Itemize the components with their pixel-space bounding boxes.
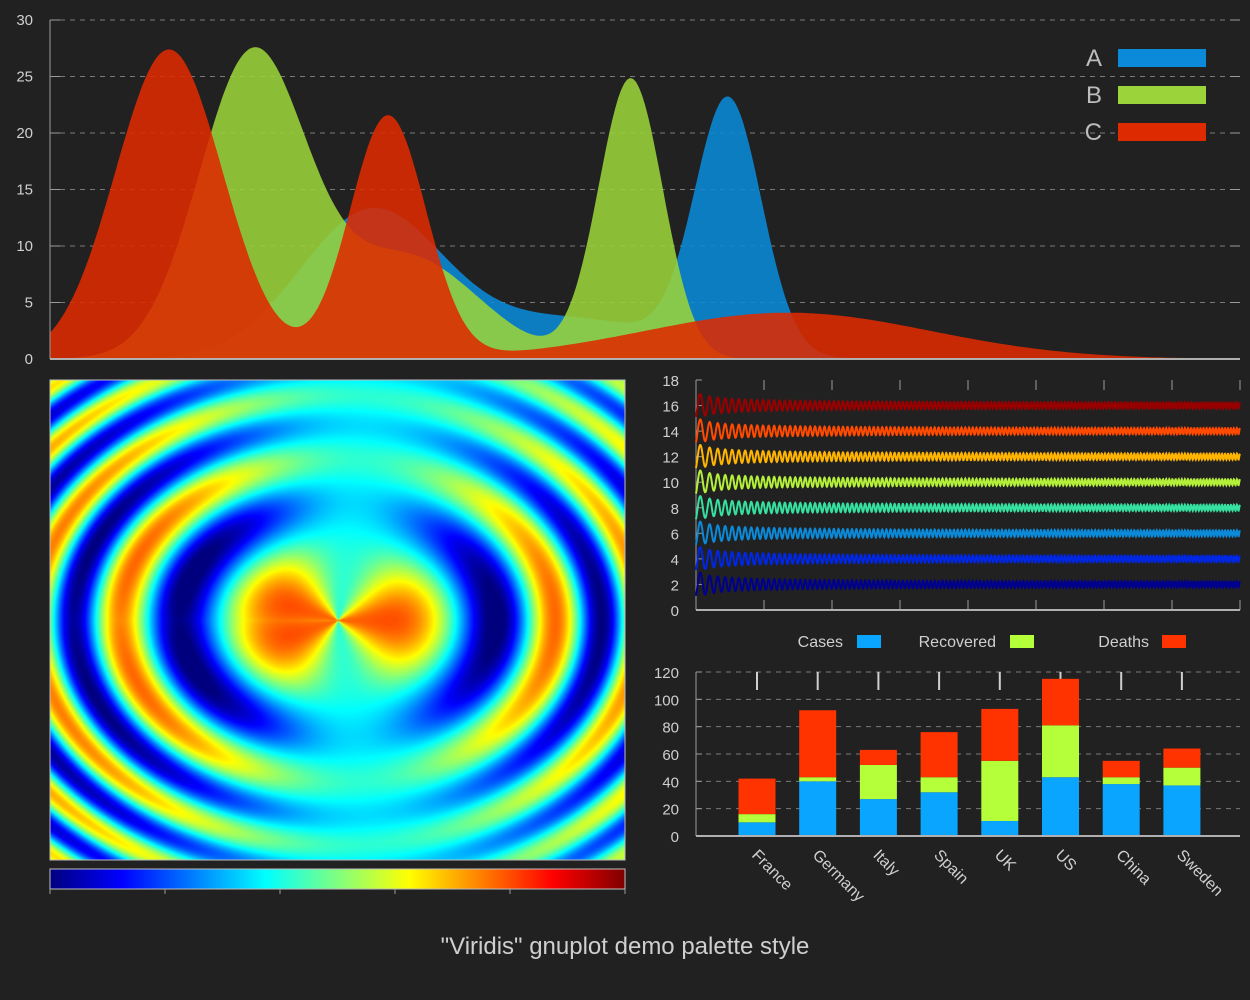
stacked-bar-chart: Cases Recovered Deaths 0 20 40 60 80 100 120 Franc… [654,634,1240,905]
bar-category-label: Sweden [1173,847,1226,900]
legend-swatch-C [1118,123,1206,141]
area-chart: 0 5 10 15 20 25 30 ABC [16,12,1240,368]
wave-series-line [695,520,1241,545]
wave-y-tick-label: 2 [671,577,679,594]
bar-recovered [920,777,958,793]
bar-category-label: China [1112,847,1154,889]
bar-recovered [1102,777,1140,785]
bar-deaths [1163,748,1201,768]
bar-legend-swatch-recovered [1010,635,1034,648]
area-y-tick-label: 20 [16,125,33,142]
legend-swatch-B [1118,86,1206,104]
bar-legend-swatch-deaths [1162,635,1186,648]
heatmap-image [50,380,625,860]
bar-category-label: Germany [809,847,868,906]
bar-cases [920,792,958,836]
bar-category-label: US [1052,847,1080,875]
bar-y-tick-label: 100 [654,692,679,709]
bar-y-tick-label: 120 [654,665,679,682]
wave-series-line [695,571,1241,596]
bar-y-tick-label: 40 [662,774,679,791]
area-y-tick-label: 5 [25,295,33,312]
bar-recovered [859,764,897,800]
wave-series-line [695,418,1241,443]
bar-y-tick-label: 0 [671,829,679,846]
figure-caption: "Viridis" gnuplot demo palette style [440,933,810,960]
bar-recovered [1163,767,1201,786]
wave-y-tick-label: 18 [662,373,679,390]
wave-series-line [695,546,1241,571]
wave-y-tick-label: 0 [671,603,679,620]
bar-cases [1042,777,1079,836]
legend-label-C: C [1085,119,1102,146]
bar-cases [1102,784,1140,836]
wave-y-tick-label: 14 [662,424,679,441]
bar-deaths [859,749,897,765]
bar-legend-label-deaths: Deaths [1098,634,1149,651]
bar-cases [799,781,837,836]
area-y-tick-label: 0 [25,351,33,368]
bar-deaths [920,732,958,778]
wave-y-tick-label: 16 [662,399,679,416]
heatmap-frame [49,379,626,861]
legend-label-A: A [1086,45,1102,72]
legend-swatch-A [1118,49,1206,67]
wave-series-line [695,469,1241,494]
bar-recovered [738,814,776,823]
wave-y-tick-label: 12 [662,450,679,467]
bar-cases [1163,785,1201,836]
wave-series-line [695,392,1241,418]
bar-recovered [799,777,837,782]
bar-cases [981,820,1019,836]
area-y-tick-label: 30 [16,12,33,29]
bar-y-tick-label: 60 [662,747,679,764]
heatmap-canvas [50,380,625,860]
area-series-C [50,49,1240,360]
bar-deaths [738,778,776,815]
bar-deaths [1042,678,1079,726]
bar-deaths [1102,760,1140,778]
bar-category-label: France [748,847,795,894]
bar-deaths [981,708,1019,761]
bar-legend-label-cases: Cases [798,634,843,651]
wave-y-tick-label: 6 [671,526,679,543]
wave-line-chart: 0 2 4 6 8 10 12 14 16 18 [662,373,1241,620]
bar-y-tick-label: 80 [662,720,679,737]
bar-deaths [799,710,837,778]
heatmap-panel [49,379,626,894]
legend-label-B: B [1086,82,1102,109]
bar-legend-swatch-cases [857,635,881,648]
area-y-tick-label: 10 [16,238,33,255]
wave-series-line [695,495,1241,520]
bar-legend-label-recovered: Recovered [919,634,996,651]
area-y-tick-label: 15 [16,182,33,199]
wave-series-line [695,443,1241,469]
wave-y-tick-label: 4 [671,552,679,569]
area-y-tick-label: 25 [16,69,33,86]
bar-category-label: UK [991,847,1019,875]
bar-recovered [981,760,1019,821]
bar-y-tick-label: 20 [662,802,679,819]
bar-recovered [1042,725,1079,778]
bar-cases [738,822,776,836]
colorbar [49,868,626,890]
wave-y-tick-label: 8 [671,501,679,518]
bar-category-label: Spain [930,847,971,888]
wave-y-tick-label: 10 [662,475,679,492]
bar-category-label: Italy [870,847,903,880]
bar-cases [859,799,897,836]
